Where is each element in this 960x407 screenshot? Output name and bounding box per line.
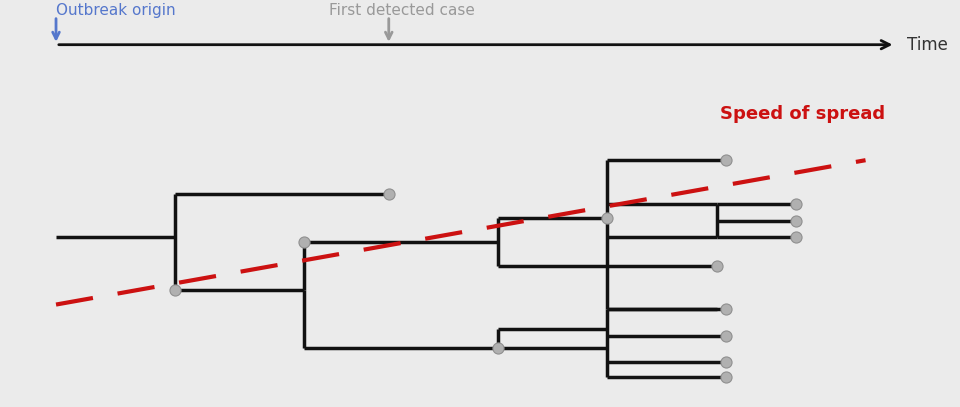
Text: Speed of spread: Speed of spread (720, 105, 885, 123)
Text: Outbreak origin: Outbreak origin (56, 3, 176, 18)
Text: First detected case: First detected case (329, 3, 475, 18)
Text: Time: Time (907, 36, 948, 54)
